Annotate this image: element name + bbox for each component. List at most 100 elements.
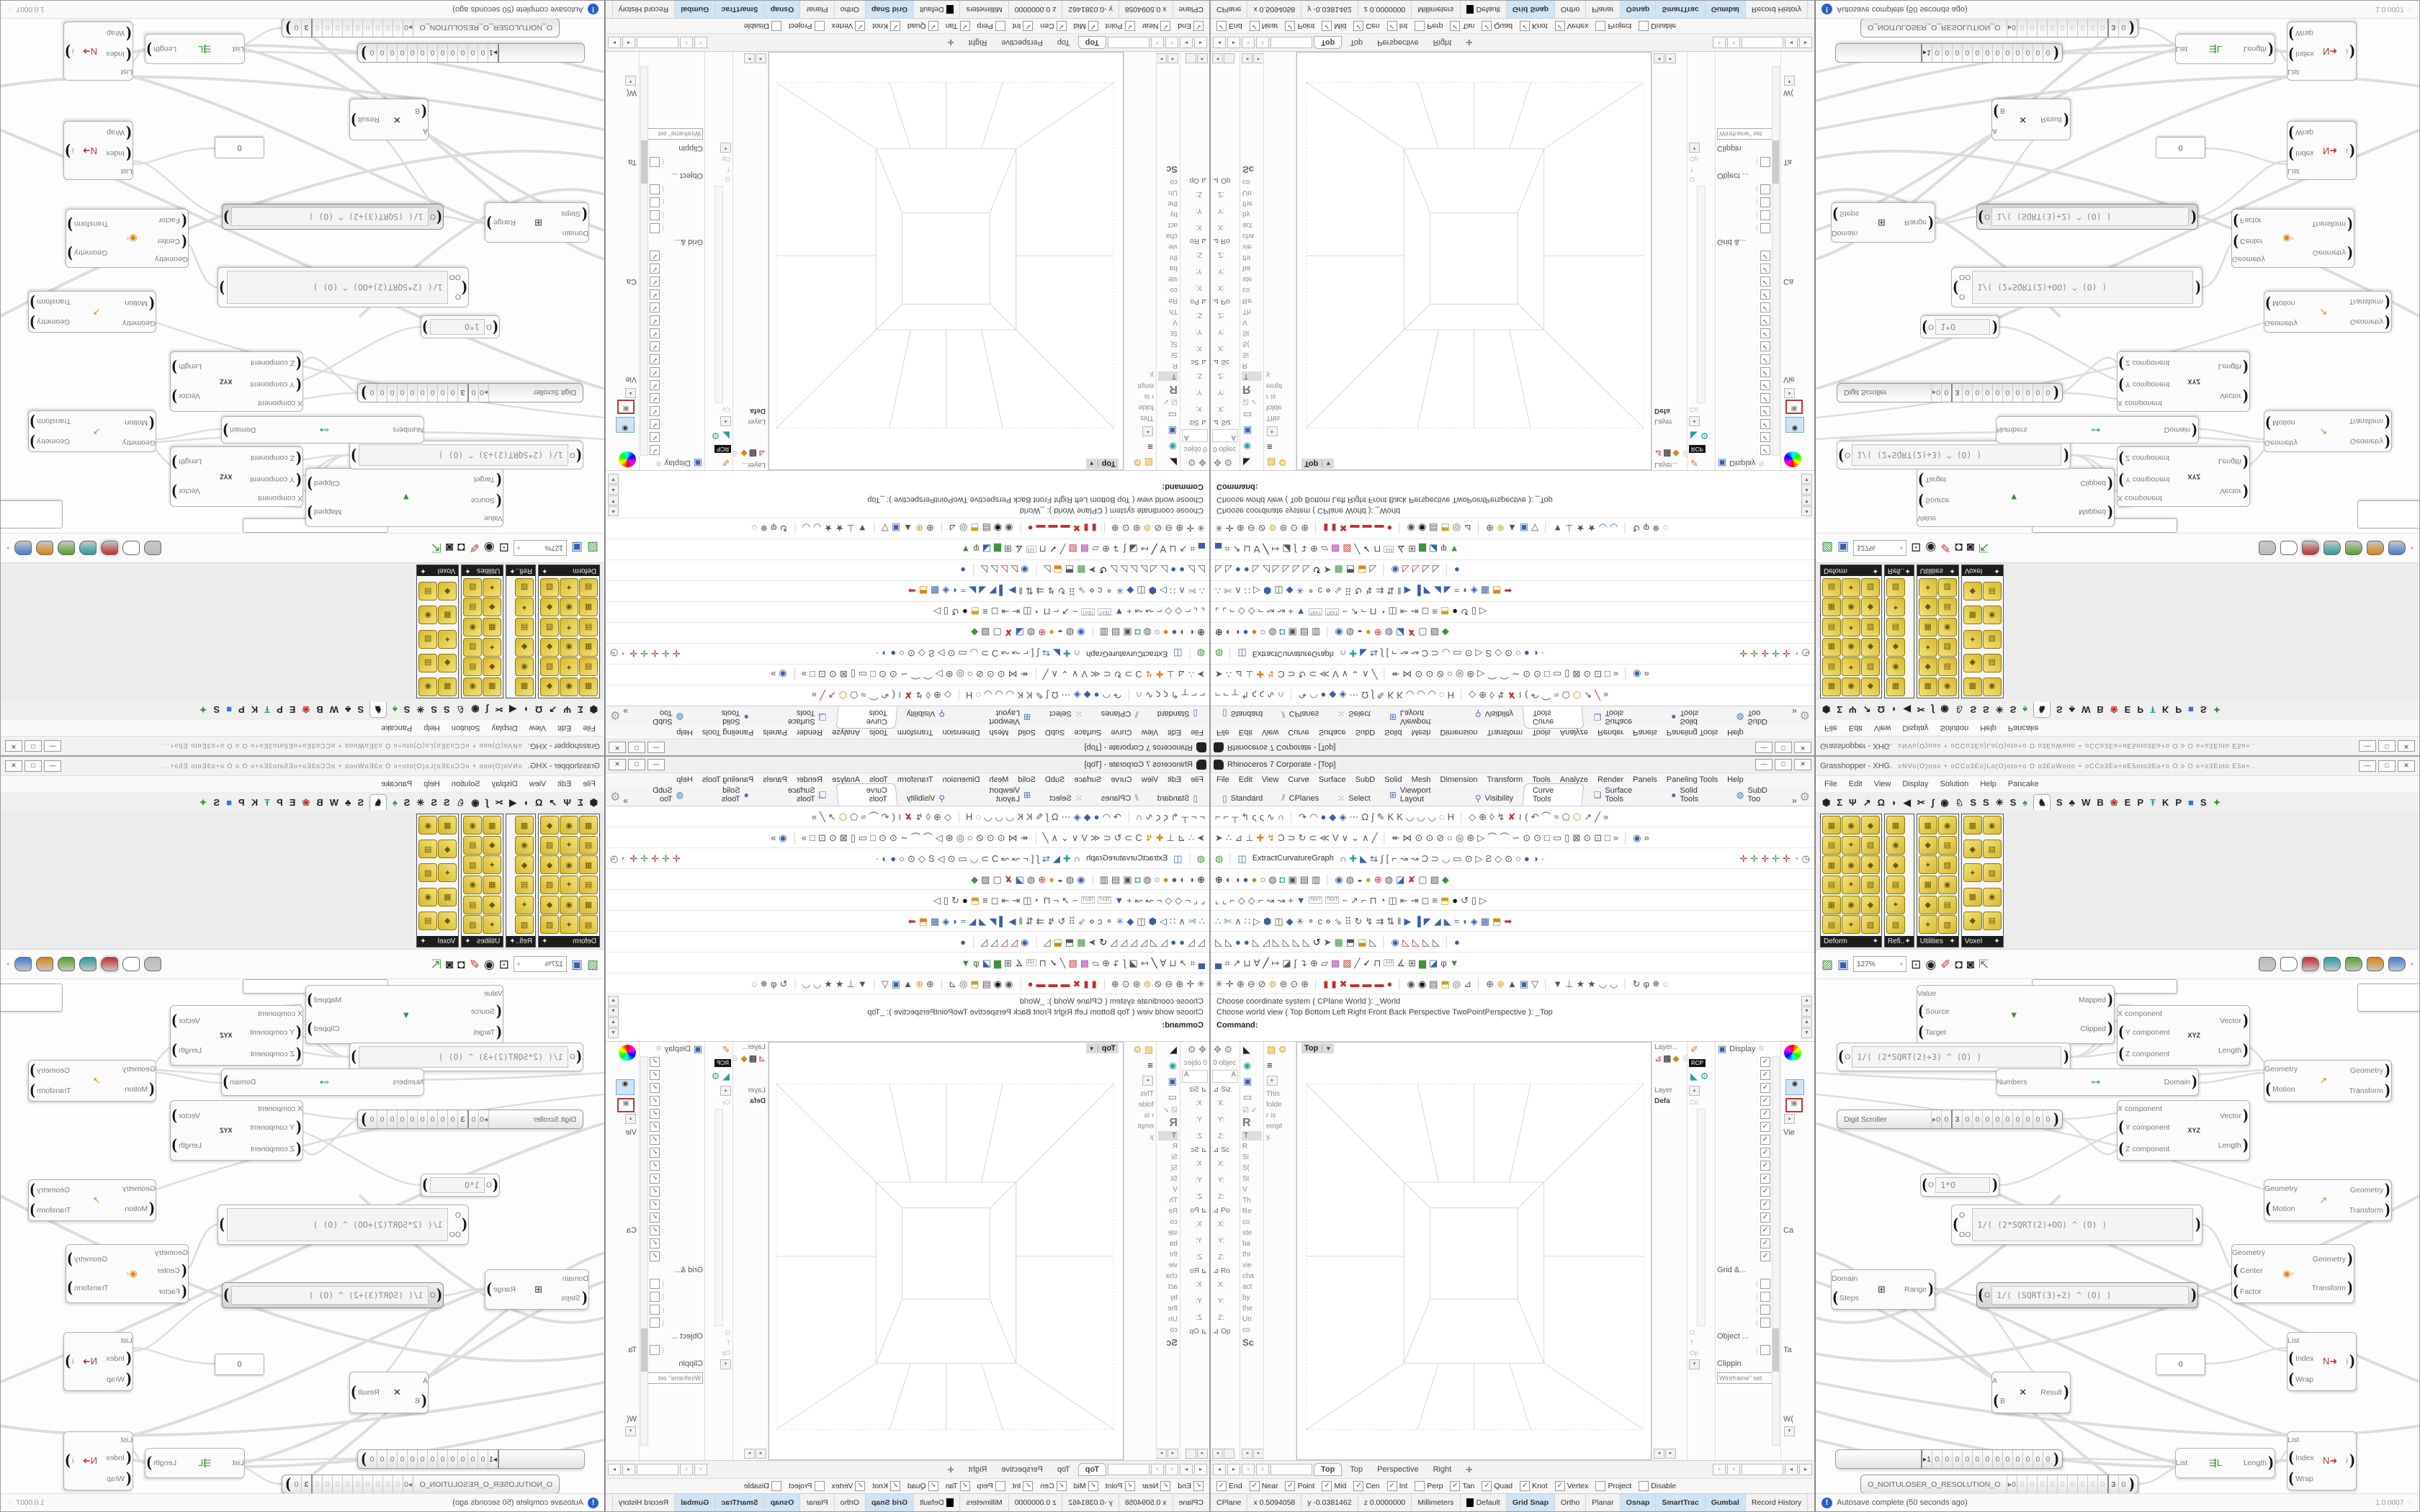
input-port-icon[interactable]: ( bbox=[2233, 232, 2239, 251]
component-icon[interactable]: ◆ bbox=[1861, 637, 1880, 657]
viewport-tab-top[interactable]: Top bbox=[1057, 38, 1070, 47]
toolbar-icon[interactable]: ▣ bbox=[1123, 873, 1132, 885]
expand-button[interactable]: ▸ bbox=[1142, 426, 1153, 436]
checkbox-checked[interactable] bbox=[650, 367, 660, 377]
gh-category-tab[interactable]: ♠ bbox=[392, 704, 398, 716]
speaker-icon[interactable]: ◙ bbox=[1966, 541, 1975, 555]
toolbar-icon[interactable]: ▷ bbox=[937, 648, 945, 660]
toolbar-icon[interactable]: ⊛ bbox=[1279, 978, 1288, 989]
toolbar-icon[interactable]: ◆ bbox=[1286, 585, 1294, 597]
checkbox-checked[interactable] bbox=[1760, 445, 1770, 455]
checkbox-checked[interactable] bbox=[650, 406, 660, 416]
gh-category-tab[interactable]: S bbox=[403, 704, 411, 716]
toolbar-icon[interactable]: ⊙ bbox=[1425, 669, 1434, 680]
toolbar-icon[interactable]: ⋈ bbox=[1008, 832, 1018, 843]
tabs-overflow-icon[interactable]: » bbox=[1791, 796, 1797, 806]
toolbar-icon[interactable]: ▩ bbox=[1330, 544, 1340, 555]
toolbar-icon[interactable]: ● bbox=[890, 852, 897, 864]
input-port-icon[interactable]: ( bbox=[1838, 1048, 1845, 1066]
toolbar-icon[interactable]: ∫ bbox=[1036, 648, 1039, 660]
gh-category-tab[interactable]: Ψ bbox=[563, 796, 571, 808]
toolbar-icon[interactable]: ⊕ bbox=[926, 978, 934, 989]
output-port-icon[interactable]: ) bbox=[285, 1475, 292, 1493]
toolbar-icon[interactable]: ◊ bbox=[1489, 690, 1494, 701]
slider-digit[interactable]: 0 bbox=[383, 19, 394, 37]
slider-digit[interactable]: 0 bbox=[367, 384, 378, 402]
toolbar-icon[interactable]: ◉ bbox=[993, 978, 1003, 989]
toolbar-icon[interactable]: │ bbox=[1227, 852, 1234, 864]
gh-category-tab[interactable]: ✳ bbox=[416, 796, 425, 808]
checkbox-checked[interactable] bbox=[1124, 1481, 1135, 1491]
toolbar-icon[interactable]: │ bbox=[1397, 523, 1403, 534]
component-icon[interactable]: ▤ bbox=[463, 598, 483, 617]
gh-category-tab[interactable]: K bbox=[2161, 704, 2169, 716]
toolbar-icon[interactable]: ↝ bbox=[1134, 606, 1143, 618]
scroll-left-icon[interactable]: ◂ bbox=[1654, 1449, 1664, 1459]
toolbar-icon[interactable]: ✖ bbox=[1072, 523, 1081, 534]
rhino-menu-curve[interactable]: Curve bbox=[1111, 728, 1132, 737]
toolbar-icon[interactable]: ⊙ bbox=[828, 832, 837, 843]
toolbar-icon[interactable]: ◉ bbox=[1633, 832, 1641, 843]
toolbar-icon[interactable]: ◎ bbox=[1456, 832, 1464, 843]
toolbar-icon[interactable]: ◠ bbox=[1309, 811, 1318, 822]
toolbar-icon[interactable]: ✵ bbox=[1652, 978, 1660, 989]
tab-solid-tools[interactable]: ● Solid Tools bbox=[694, 706, 758, 728]
slider-digit[interactable]: 0 bbox=[2046, 19, 2057, 37]
scroll-up-icon[interactable]: ▲ bbox=[608, 506, 619, 516]
output-port-icon[interactable]: ) bbox=[2128, 19, 2135, 37]
component-icon[interactable]: ▦ bbox=[1822, 637, 1841, 657]
toolbar-icon[interactable]: ✚ bbox=[1155, 832, 1164, 843]
gh-category-tab[interactable]: P bbox=[2175, 796, 2182, 808]
output-port-icon[interactable]: ) bbox=[2267, 1454, 2274, 1472]
slider-digit[interactable]: 0 bbox=[469, 384, 480, 402]
toolbar-icon[interactable]: ↻ bbox=[1057, 915, 1066, 927]
toolbar-icon[interactable]: ⊚ bbox=[1143, 978, 1152, 989]
display-panel-scrollbar[interactable] bbox=[640, 66, 648, 456]
toolbar-icon[interactable]: ⊥ bbox=[1245, 832, 1254, 843]
toolbar-icon[interactable]: ▯ bbox=[1471, 606, 1477, 618]
component-icon[interactable]: ◉ bbox=[560, 895, 578, 914]
toolbar-icon[interactable]: ▥ bbox=[1312, 873, 1321, 885]
toolbar-icon[interactable]: ⊙ bbox=[1121, 523, 1130, 534]
component-icon[interactable]: ▤ bbox=[579, 618, 598, 637]
gh-component[interactable]: Numbers ⊶ Domain) bbox=[1996, 1068, 2199, 1096]
toolbar-icon[interactable]: ▥ bbox=[1099, 873, 1108, 885]
toolbar-icon[interactable]: ⌗ bbox=[1224, 957, 1230, 968]
toolbar-icon[interactable]: ⊙ bbox=[1290, 978, 1299, 989]
viewport-nav-button[interactable]: ▫ bbox=[1242, 1464, 1255, 1475]
toolbar-icon[interactable]: │ bbox=[1289, 811, 1295, 822]
toolbar-icon[interactable]: ▦ bbox=[1334, 936, 1343, 948]
gh-menu-pancake[interactable]: Pancake bbox=[2007, 724, 2039, 732]
toolbar-icon[interactable]: │ bbox=[1543, 978, 1549, 989]
checkbox-unchecked[interactable] bbox=[995, 21, 1005, 31]
gh-category-tab[interactable]: ♘ bbox=[456, 704, 465, 716]
gh-component[interactable]: Value(Source(Target ▼ Mapped) Clipped) bbox=[305, 468, 503, 527]
render-icon[interactable]: ◘ bbox=[457, 957, 465, 971]
gh-category-tab[interactable]: ✳ bbox=[416, 704, 425, 716]
sketch-icon[interactable]: ✐ bbox=[1940, 541, 1951, 555]
toolbar-icon[interactable]: ▆ bbox=[994, 544, 1002, 555]
checkbox-checked[interactable] bbox=[1482, 1481, 1492, 1491]
toolbar-icon[interactable]: ✚ bbox=[1155, 669, 1164, 680]
toolbar-icon[interactable]: ⬓ bbox=[1358, 564, 1367, 576]
toolbar-icon[interactable]: ◈ bbox=[942, 915, 950, 927]
gh-category-tab[interactable]: ♠ bbox=[2022, 796, 2028, 808]
checkbox-unchecked[interactable] bbox=[650, 197, 660, 207]
toolbar-icon[interactable]: ▱ bbox=[1092, 544, 1100, 555]
toolbar-icon[interactable]: ● bbox=[1171, 627, 1178, 639]
input-port-icon[interactable]: ( bbox=[295, 1023, 302, 1042]
toolbar-icon[interactable]: ▷ bbox=[1160, 585, 1168, 597]
group-expand-icon[interactable]: ✦ bbox=[1949, 937, 1955, 945]
toolbar-icon[interactable]: ● bbox=[1320, 811, 1327, 822]
slider-digit[interactable]: 3 bbox=[1950, 384, 1962, 402]
toolbar-icon[interactable]: ς bbox=[1259, 811, 1264, 822]
output-port-icon[interactable]: ) bbox=[2242, 1107, 2249, 1125]
checkbox-checked[interactable] bbox=[928, 1481, 938, 1491]
toolbar-icon[interactable]: ▷ bbox=[935, 669, 943, 680]
rhino-menu-edit[interactable]: Edit bbox=[1168, 775, 1182, 784]
osnap-near[interactable]: Near bbox=[1142, 21, 1171, 31]
camera-button[interactable]: ◉ bbox=[1785, 417, 1804, 433]
scroll-up-icon[interactable]: ▴ bbox=[1784, 1114, 1795, 1124]
layer-tool-icon[interactable]: ◆ bbox=[1672, 449, 1680, 459]
toolbar-icon[interactable]: ↗ bbox=[1232, 544, 1241, 555]
